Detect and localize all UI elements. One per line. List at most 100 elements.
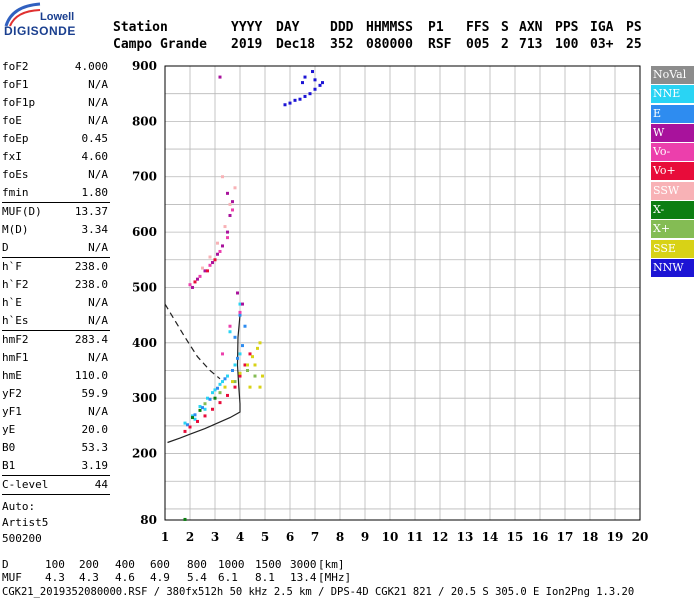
muf-value-2: 4.6 bbox=[115, 571, 135, 584]
echo-point-x bbox=[191, 416, 194, 420]
echo-point-nne bbox=[211, 391, 214, 395]
x-tick-label: 9 bbox=[361, 530, 369, 544]
echo-point-e bbox=[216, 386, 219, 390]
header-ps-label: PS bbox=[626, 20, 642, 35]
echo-point-nne bbox=[238, 352, 242, 356]
echo-point-ssw bbox=[228, 202, 232, 206]
echo-point-x bbox=[203, 402, 207, 406]
legend-item-x: X+ bbox=[651, 220, 694, 239]
param-value: 59.9 bbox=[81, 387, 109, 400]
param-value: N/A bbox=[88, 405, 108, 418]
x-tick-label: 15 bbox=[507, 530, 524, 544]
d-value-1: 200 bbox=[79, 558, 99, 571]
header-ffs-value: 005 bbox=[466, 37, 490, 52]
d-value-7: 3000 bbox=[290, 558, 317, 571]
echo-point-x bbox=[198, 408, 202, 412]
legend-item-w: W bbox=[651, 123, 694, 142]
x-tick-label: 11 bbox=[407, 530, 424, 544]
echo-point-vo bbox=[206, 269, 209, 273]
echo-point-vo bbox=[228, 324, 232, 328]
echo-point-x bbox=[253, 374, 257, 378]
echo-point-sse bbox=[223, 385, 227, 389]
echo-point-nnw bbox=[313, 78, 317, 82]
d-value-2: 400 bbox=[115, 558, 135, 571]
echo-point-nnw bbox=[313, 87, 317, 91]
legend-item-sse: SSE bbox=[651, 239, 694, 258]
muf-value-7: 13.4 bbox=[290, 571, 317, 584]
header-axn-label: AXN bbox=[519, 20, 543, 35]
echo-point-w bbox=[203, 269, 207, 273]
echo-point-vo bbox=[238, 310, 242, 314]
echo-point-vo bbox=[248, 352, 252, 356]
echo-point-ssw bbox=[233, 186, 237, 190]
echo-point-w bbox=[236, 291, 239, 295]
d-row-label: D bbox=[2, 558, 9, 571]
echo-point-w bbox=[226, 191, 229, 195]
d-value-4: 800 bbox=[187, 558, 207, 571]
echo-point-e bbox=[238, 313, 242, 317]
divider bbox=[2, 202, 110, 203]
param-value: 44 bbox=[94, 478, 108, 491]
echo-point-vo bbox=[211, 407, 214, 411]
param-label: B1 bbox=[2, 459, 16, 472]
param-label: foF2 bbox=[2, 60, 29, 73]
echo-point-nnw bbox=[303, 94, 307, 98]
echo-point-w bbox=[216, 252, 219, 256]
echo-point-nnw bbox=[288, 101, 292, 105]
param-label: M(D) bbox=[2, 223, 29, 236]
echo-point-vo bbox=[193, 280, 197, 284]
param-row-foep: foEp 0.45 bbox=[2, 130, 110, 148]
echo-point-sse bbox=[248, 385, 252, 389]
echo-point-vo bbox=[196, 419, 199, 423]
y-tick-label: 80 bbox=[140, 513, 157, 527]
echo-point-vo bbox=[208, 263, 212, 267]
param-label: foF1p bbox=[2, 96, 36, 109]
param-row-hme: hmE 110.0 bbox=[2, 367, 110, 385]
echo-point-sse bbox=[231, 380, 234, 384]
x-tick-label: 20 bbox=[632, 530, 649, 544]
param-value: 4.000 bbox=[74, 60, 108, 73]
echo-point-w bbox=[231, 200, 234, 204]
x-tick-label: 7 bbox=[311, 530, 319, 544]
param-row-fof2: foF2 4.000 bbox=[2, 58, 110, 76]
param-label: yF1 bbox=[2, 405, 22, 418]
muf-value-5: 6.1 bbox=[218, 571, 238, 584]
param-label: h`E bbox=[2, 296, 22, 309]
x-tick-label: 17 bbox=[557, 530, 574, 544]
logo-lowell: Lowell bbox=[40, 11, 75, 23]
echo-point-e bbox=[208, 397, 212, 401]
divider bbox=[2, 330, 110, 331]
echo-point-sse bbox=[258, 385, 262, 389]
param-label: yE bbox=[2, 423, 16, 436]
param-label: h`F2 bbox=[2, 278, 29, 291]
header-yyyy-label: YYYY bbox=[231, 20, 263, 35]
echo-point-nne bbox=[221, 380, 224, 384]
param-label: C-level bbox=[2, 478, 49, 491]
echo-point-nne bbox=[183, 421, 187, 425]
digisonde-logo-arc-icon bbox=[4, 2, 41, 27]
muf-value-0: 4.3 bbox=[45, 571, 65, 584]
y-tick-label: 700 bbox=[132, 170, 157, 184]
file-info-footer: CGK21_2019352080000.RSF / 380fx512h 50 k… bbox=[2, 586, 635, 598]
echo-point-w bbox=[221, 244, 224, 248]
echo-point-nne bbox=[228, 330, 232, 334]
x-tick-label: 14 bbox=[482, 530, 499, 544]
param-value: N/A bbox=[88, 314, 108, 327]
echo-point-vo bbox=[243, 363, 247, 367]
param-row-he: h`E N/A bbox=[2, 294, 110, 312]
param-row-mufd: MUF(D) 13.37 bbox=[2, 203, 110, 221]
param-value: 1.80 bbox=[81, 186, 109, 199]
header-s-value: 2 bbox=[501, 37, 509, 52]
header-ddd-label: DDD bbox=[330, 20, 354, 35]
header-iga-value: 03+ bbox=[590, 37, 614, 52]
param-row-b1: B1 3.19 bbox=[2, 457, 110, 475]
echo-point-nnw bbox=[318, 83, 322, 87]
echo-point-e bbox=[243, 324, 247, 328]
x-tick-label: 6 bbox=[286, 530, 294, 544]
legend-item-nnw: NNW bbox=[651, 258, 694, 277]
echo-point-sse bbox=[253, 363, 257, 367]
param-row-fof1p: foF1p N/A bbox=[2, 94, 110, 112]
muf-value-6: 8.1 bbox=[255, 571, 275, 584]
echo-point-e bbox=[193, 413, 197, 417]
echo-point-e bbox=[223, 377, 227, 381]
